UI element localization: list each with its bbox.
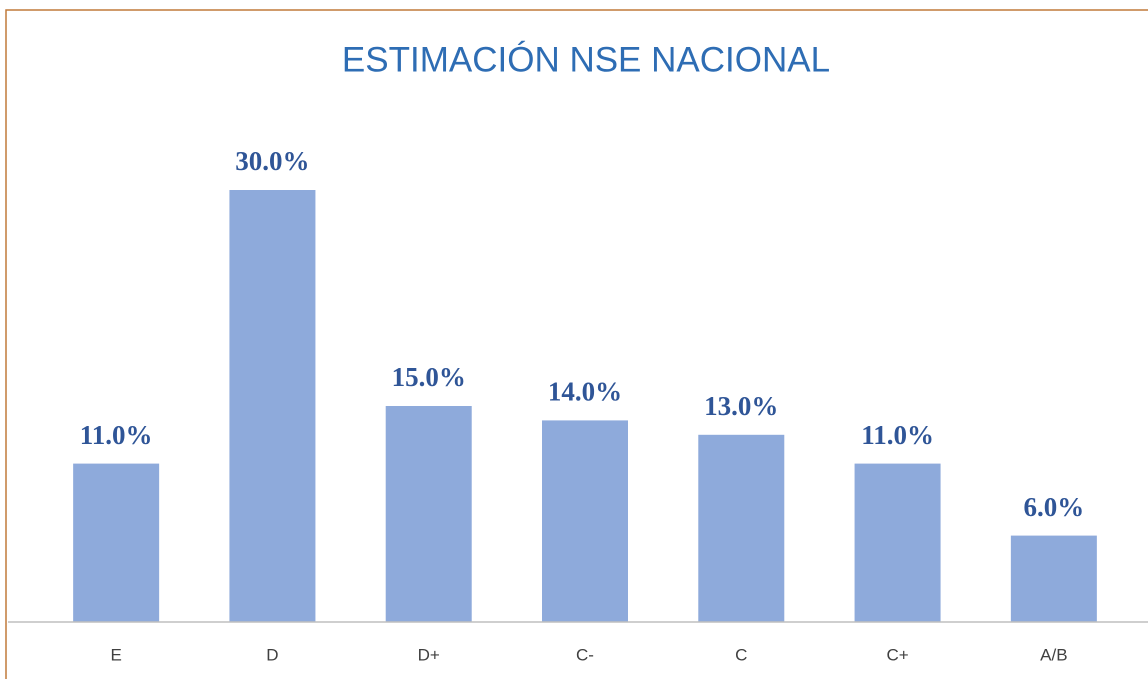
bar <box>385 406 472 622</box>
value-label: 6.0% <box>1023 492 1084 522</box>
x-tick-label: C <box>735 645 747 664</box>
bar <box>229 190 316 622</box>
x-tick-label: D+ <box>418 645 440 664</box>
bar <box>1010 535 1097 622</box>
value-label: 11.0% <box>861 420 934 450</box>
frame <box>5 9 1148 679</box>
bar <box>854 463 941 622</box>
x-tick-label: D <box>266 645 278 664</box>
x-tick-label: A/B <box>1040 645 1067 664</box>
bar <box>73 463 160 622</box>
value-label: 11.0% <box>80 420 153 450</box>
bar <box>698 434 785 622</box>
x-tick-label: C+ <box>886 645 908 664</box>
bar <box>542 420 628 622</box>
value-label: 13.0% <box>704 391 778 421</box>
value-label: 14.0% <box>548 377 622 407</box>
x-tick-label: C- <box>576 645 594 664</box>
value-label: 30.0% <box>235 146 309 176</box>
chart-title: ESTIMACIÓN NSE NACIONAL <box>342 40 830 79</box>
value-label: 15.0% <box>392 362 466 392</box>
x-tick-label: E <box>110 645 121 664</box>
